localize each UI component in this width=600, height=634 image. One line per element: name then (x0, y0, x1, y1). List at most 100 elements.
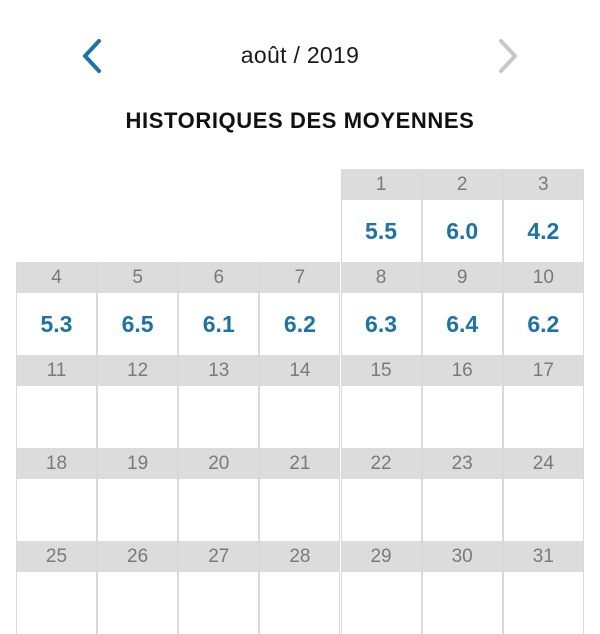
day-number: 1 (341, 169, 421, 200)
previous-month-button[interactable] (72, 34, 112, 78)
calendar-day-19[interactable]: 19 (97, 448, 179, 541)
calendar-day-31[interactable]: 31 (502, 541, 584, 634)
day-number: 4 (17, 262, 96, 293)
day-number: 13 (179, 355, 259, 386)
day-number: 20 (179, 448, 259, 479)
day-average: 6.2 (527, 311, 560, 337)
calendar-day-10[interactable]: 10 6.2 (502, 262, 584, 355)
calendar-day-17[interactable]: 17 (502, 355, 584, 448)
day-number: 30 (422, 541, 502, 572)
calendar-day-20[interactable]: 20 (178, 448, 260, 541)
day-average (98, 572, 177, 634)
day-number: 2 (422, 169, 502, 200)
calendar-day-12[interactable]: 12 (97, 355, 179, 448)
day-number: 16 (422, 355, 502, 386)
day-average (342, 572, 421, 634)
day-average: 5.3 (40, 311, 73, 337)
calendar-grid: 1 5.5 2 6.0 3 4.2 4 5.3 5 6.5 6 6.1 7 6.2 8 6.3 9 6.4 10 6.… (16, 169, 584, 634)
calendar-day-23[interactable]: 23 (421, 448, 503, 541)
month-navigation: août / 2019 (0, 0, 600, 112)
calendar-day-18[interactable]: 18 (16, 448, 97, 541)
day-average (423, 572, 502, 634)
calendar-day-8[interactable]: 8 6.3 (340, 262, 422, 355)
calendar-day-28[interactable]: 28 (259, 541, 341, 634)
day-number: 17 (503, 355, 583, 386)
calendar-day-29[interactable]: 29 (340, 541, 422, 634)
calendar-day-11[interactable]: 11 (16, 355, 97, 448)
day-average (260, 572, 339, 634)
day-number: 9 (422, 262, 502, 293)
day-number: 15 (341, 355, 421, 386)
day-number: 28 (260, 541, 340, 572)
day-average (342, 386, 421, 448)
day-average (98, 386, 177, 448)
day-number: 24 (503, 448, 583, 479)
calendar-day-14[interactable]: 14 (259, 355, 341, 448)
calendar-day-7[interactable]: 7 6.2 (259, 262, 341, 355)
calendar-day-3[interactable]: 3 4.2 (502, 169, 584, 262)
day-average: 6.2 (283, 311, 316, 337)
day-number: 6 (179, 262, 259, 293)
day-number: 31 (503, 541, 583, 572)
section-title: HISTORIQUES DES MOYENNES (125, 108, 475, 133)
day-average (179, 572, 258, 634)
day-average (17, 572, 96, 634)
day-average: 6.4 (446, 311, 479, 337)
day-average (179, 479, 258, 541)
calendar-day-5[interactable]: 5 6.5 (97, 262, 179, 355)
day-average: 6.3 (365, 311, 398, 337)
calendar-day-22[interactable]: 22 (340, 448, 422, 541)
calendar-day-26[interactable]: 26 (97, 541, 179, 634)
day-average: 6.0 (446, 218, 479, 244)
day-average (342, 479, 421, 541)
day-number: 19 (98, 448, 178, 479)
calendar-day-21[interactable]: 21 (259, 448, 341, 541)
calendar-day-25[interactable]: 25 (16, 541, 97, 634)
day-number: 22 (341, 448, 421, 479)
day-number: 23 (422, 448, 502, 479)
day-average (260, 479, 339, 541)
calendar-day-30[interactable]: 30 (421, 541, 503, 634)
day-number: 18 (17, 448, 96, 479)
calendar-week: 25 26 27 28 29 30 31 (16, 541, 584, 634)
day-average (98, 479, 177, 541)
calendar-day-1[interactable]: 1 5.5 (340, 169, 422, 262)
day-average (17, 479, 96, 541)
day-average (504, 572, 583, 634)
day-number: 11 (17, 355, 96, 386)
day-average (504, 479, 583, 541)
day-number: 8 (341, 262, 421, 293)
calendar-day-2[interactable]: 2 6.0 (421, 169, 503, 262)
day-average: 6.1 (202, 311, 235, 337)
day-number: 3 (503, 169, 583, 200)
day-average (179, 386, 258, 448)
day-average: 4.2 (527, 218, 560, 244)
calendar-week: 11 12 13 14 15 16 17 (16, 355, 584, 448)
calendar-day-24[interactable]: 24 (502, 448, 584, 541)
day-number: 26 (98, 541, 178, 572)
day-number: 5 (98, 262, 178, 293)
month-label: août / 2019 (240, 42, 360, 68)
day-average (17, 386, 96, 448)
calendar-week: 1 5.5 2 6.0 3 4.2 (16, 169, 584, 262)
calendar-day-6[interactable]: 6 6.1 (178, 262, 260, 355)
chevron-right-icon (499, 39, 517, 73)
calendar-week: 4 5.3 5 6.5 6 6.1 7 6.2 8 6.3 9 6.4 10 6.2 (16, 262, 584, 355)
calendar-day-4[interactable]: 4 5.3 (16, 262, 97, 355)
calendar-day-16[interactable]: 16 (421, 355, 503, 448)
day-average: 5.5 (365, 218, 398, 244)
calendar-day-27[interactable]: 27 (178, 541, 260, 634)
day-number: 25 (17, 541, 96, 572)
next-month-button[interactable] (488, 34, 528, 78)
day-number: 27 (179, 541, 259, 572)
day-number: 12 (98, 355, 178, 386)
day-average (423, 386, 502, 448)
calendar-day-15[interactable]: 15 (340, 355, 422, 448)
day-number: 10 (503, 262, 583, 293)
day-average (504, 386, 583, 448)
day-number: 21 (260, 448, 340, 479)
calendar-day-9[interactable]: 9 6.4 (421, 262, 503, 355)
chevron-left-icon (83, 39, 101, 73)
calendar-day-13[interactable]: 13 (178, 355, 260, 448)
day-average: 6.5 (121, 311, 154, 337)
